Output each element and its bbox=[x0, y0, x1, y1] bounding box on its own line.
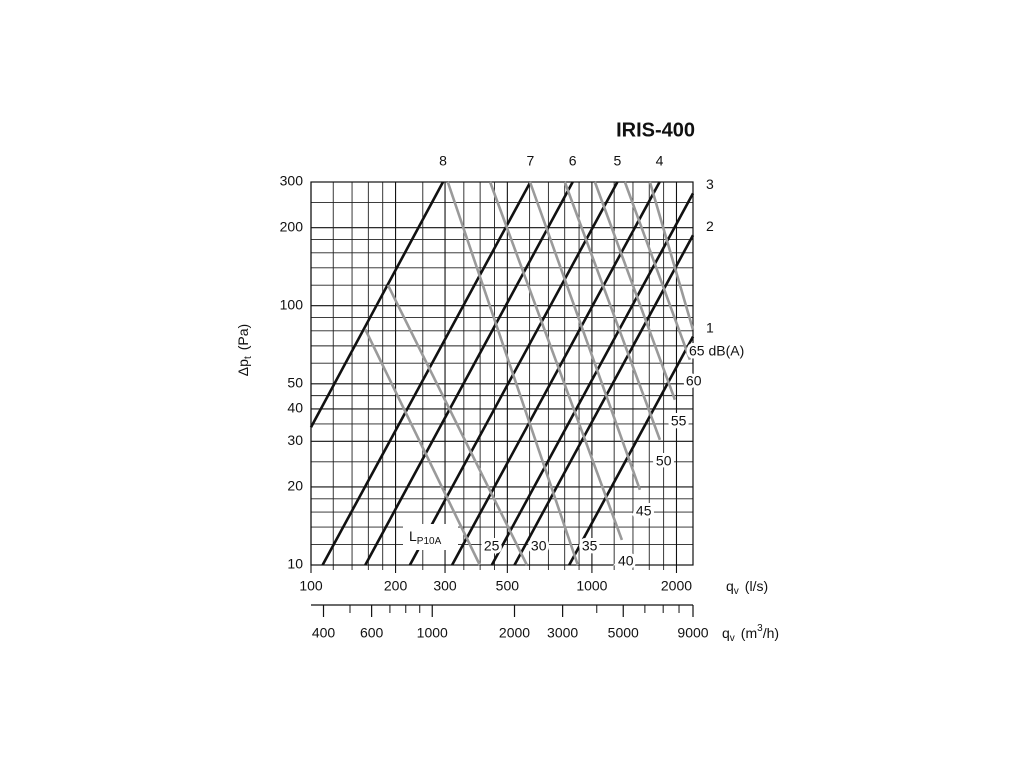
y-tick-label: 200 bbox=[280, 218, 304, 234]
x2-tick-label: 600 bbox=[360, 625, 384, 641]
x-tick-label: 100 bbox=[299, 578, 323, 594]
y-tick-label: 40 bbox=[287, 400, 303, 416]
chart-title: IRIS-400 bbox=[616, 119, 695, 141]
x2-axis-label: qv (m3/h) bbox=[722, 623, 779, 644]
line-label: 3 bbox=[706, 176, 714, 192]
sound-level-label: 25 bbox=[484, 538, 500, 554]
x2-label-unit: (m bbox=[741, 625, 757, 641]
damper-line bbox=[568, 335, 695, 566]
plot-frame bbox=[310, 181, 694, 566]
y-tick-label: 100 bbox=[280, 296, 304, 312]
sound-label-box bbox=[403, 524, 458, 550]
sound-label-sub: P10A bbox=[417, 536, 442, 547]
labels: 10 20 30 40 50 100 200 300 100 200 300 500 1000 2000 4… bbox=[280, 153, 748, 641]
sound-level-label: 30 bbox=[531, 538, 547, 554]
y-label-unit: (Pa) bbox=[235, 324, 251, 350]
sound-level-label: 55 bbox=[671, 412, 687, 428]
grid bbox=[310, 181, 694, 617]
x-tick-label: 200 bbox=[384, 578, 408, 594]
line-label: 7 bbox=[527, 153, 535, 169]
sound-line bbox=[593, 181, 677, 401]
x-axis-label: qv (l/s) bbox=[726, 578, 768, 597]
x-tick-label: 1000 bbox=[576, 578, 607, 594]
x-label-unit: (l/s) bbox=[745, 578, 768, 594]
sound-level-label: 40 bbox=[618, 553, 634, 569]
x2-tick-label: 3000 bbox=[547, 625, 578, 641]
curves bbox=[309, 181, 695, 566]
x-label-sub: v bbox=[734, 586, 739, 597]
line-label: 4 bbox=[656, 153, 664, 169]
damper-line bbox=[309, 181, 445, 428]
y-label-main: Δp bbox=[235, 359, 251, 376]
damper-line bbox=[321, 181, 532, 566]
x2-label-sub: v bbox=[730, 633, 735, 644]
x-tick-label: 2000 bbox=[661, 578, 692, 594]
damper-line bbox=[450, 181, 661, 566]
sound-level-label: 65 dB(A) bbox=[689, 342, 744, 358]
line-label: 8 bbox=[439, 153, 447, 169]
x2-label-unit-end: /h) bbox=[763, 625, 779, 641]
sound-label: LP10A bbox=[409, 528, 442, 547]
line-label: 5 bbox=[613, 153, 621, 169]
x2-tick-label: 9000 bbox=[677, 625, 708, 641]
x-tick-label: 300 bbox=[433, 578, 457, 594]
sound-line bbox=[488, 181, 624, 541]
y-tick-label: 20 bbox=[287, 478, 303, 494]
line-label: 2 bbox=[706, 218, 714, 234]
x-tick-label: 500 bbox=[496, 578, 520, 594]
x2-tick-label: 5000 bbox=[608, 625, 639, 641]
y-tick-label: 10 bbox=[287, 556, 303, 572]
y-tick-label: 300 bbox=[280, 173, 304, 189]
x2-label-sup: 3 bbox=[757, 623, 763, 634]
damper-line bbox=[490, 192, 695, 566]
sound-line bbox=[364, 328, 481, 566]
sound-level-label: 45 bbox=[636, 503, 652, 519]
y-tick-label: 30 bbox=[287, 432, 303, 448]
sound-line bbox=[563, 181, 662, 441]
x-label-main: q bbox=[726, 578, 734, 594]
sound-level-label: 35 bbox=[582, 538, 598, 554]
sound-line bbox=[528, 181, 642, 491]
y-tick-label: 50 bbox=[287, 374, 303, 390]
x2-tick-label: 2000 bbox=[499, 625, 530, 641]
y-label-sub: t bbox=[243, 356, 254, 359]
sound-label-main: L bbox=[409, 528, 417, 544]
sound-level-label: 60 bbox=[686, 372, 702, 388]
x2-tick-label: 400 bbox=[312, 625, 336, 641]
sound-line bbox=[623, 181, 692, 361]
x2-label-main: q bbox=[722, 625, 730, 641]
sound-level-label: 50 bbox=[656, 452, 672, 468]
damper-line bbox=[364, 181, 574, 566]
y-axis-label: Δpt (Pa) bbox=[235, 324, 254, 376]
sound-line bbox=[446, 181, 580, 566]
line-label: 6 bbox=[569, 153, 577, 169]
x2-tick-label: 1000 bbox=[417, 625, 448, 641]
sound-line bbox=[648, 181, 695, 331]
line-label: 1 bbox=[706, 319, 714, 335]
sound-line bbox=[386, 284, 529, 566]
